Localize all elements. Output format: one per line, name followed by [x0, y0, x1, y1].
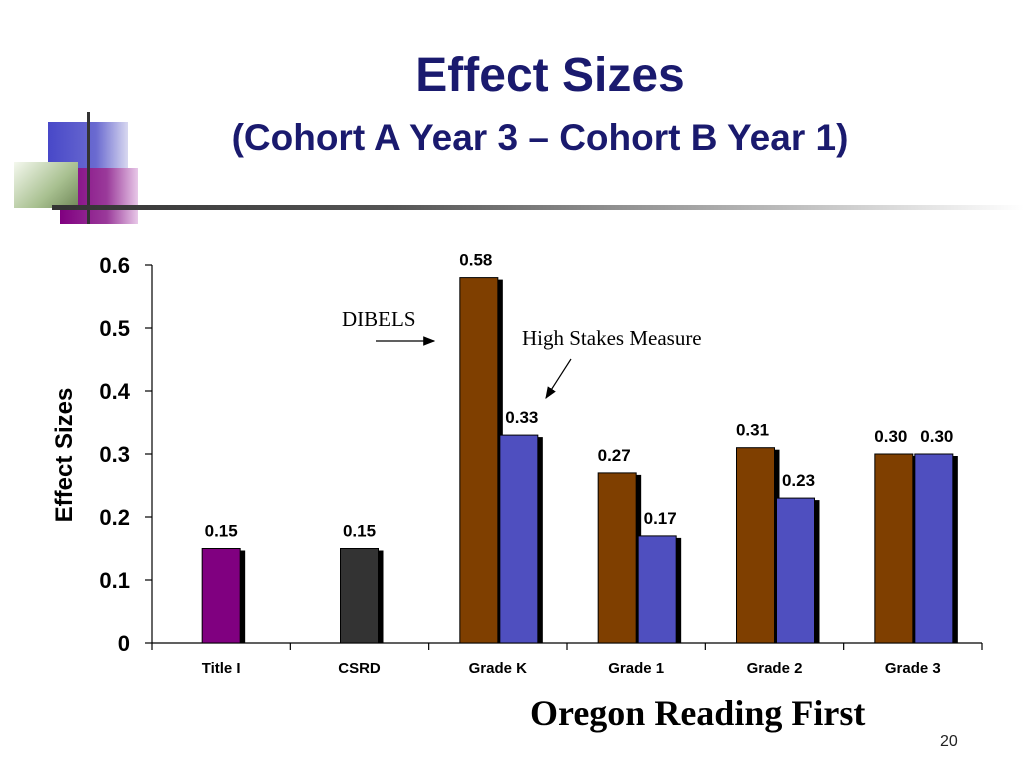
- bar-title-i: [201, 548, 241, 644]
- x-tick-label: Grade K: [469, 660, 528, 677]
- bar-high-stakes-measure-grade-k: [499, 434, 539, 644]
- y-tick-label: 0.3: [99, 442, 130, 467]
- y-tick-label: 0.6: [99, 253, 130, 278]
- y-tick-label: 0.5: [99, 316, 130, 341]
- y-axis-label: Effect Sizes: [51, 388, 78, 523]
- y-tick-label: 0.1: [99, 568, 130, 593]
- data-labels: 0.15 0.15 0.58 0.33 0.27 0.17 0.31 0.23 0.30 0.30: [205, 251, 954, 541]
- footer-title: Oregon Reading First: [530, 693, 866, 733]
- x-tick-label: Title I: [202, 660, 241, 677]
- slide-subtitle: (Cohort A Year 3 – Cohort B Year 1): [231, 117, 849, 158]
- title-underline: [52, 205, 1024, 210]
- dibels-annotation: DIBELS: [342, 307, 416, 331]
- decorative-square-green: [14, 162, 78, 208]
- y-tick-label: 0.4: [99, 379, 130, 404]
- chart-bars: [201, 277, 958, 644]
- y-tick-label: 0.2: [99, 505, 130, 530]
- bar-dibels-grade-2-label: 0.31: [736, 421, 769, 440]
- bar-dibels-grade-k: [459, 277, 499, 644]
- bar-high-stakes-measure-grade-3-label: 0.30: [920, 427, 953, 446]
- high-stakes-annotation: High Stakes Measure: [522, 326, 702, 350]
- bar-dibels-grade-k-label: 0.58: [459, 251, 492, 270]
- y-axis-ticks: 0 0.1 0.2 0.3 0.4 0.5 0.6: [99, 253, 152, 656]
- bar-csrd: [340, 548, 379, 644]
- bar-high-stakes-measure-grade-2-label: 0.23: [782, 471, 815, 490]
- high-stakes-arrow: [545, 358, 572, 400]
- x-tick-label: Grade 2: [747, 660, 803, 677]
- decorative-vertical-line: [87, 112, 90, 224]
- chart-axes: [151, 265, 982, 644]
- bar-csrd-label: 0.15: [343, 522, 376, 541]
- bar-high-stakes-measure-grade-k-label: 0.33: [505, 408, 538, 427]
- bar-dibels-grade-2: [736, 447, 775, 644]
- bar-dibels-grade-3-label: 0.30: [874, 427, 907, 446]
- bar-high-stakes-measure-grade-1: [637, 535, 677, 644]
- bar-dibels-grade-1: [597, 472, 637, 644]
- bar-high-stakes-measure-grade-2: [776, 497, 815, 644]
- bar-dibels-grade-3: [874, 453, 914, 644]
- y-tick-label: 0: [118, 631, 130, 656]
- bar-title-i-label: 0.15: [205, 522, 238, 541]
- bar-high-stakes-measure-grade-3: [914, 453, 954, 644]
- x-tick-label: Grade 3: [885, 660, 941, 677]
- bar-dibels-grade-1-label: 0.27: [598, 446, 631, 465]
- x-tick-label: CSRD: [338, 660, 381, 677]
- bar-high-stakes-measure-grade-1-label: 0.17: [644, 509, 677, 528]
- slide-title: Effect Sizes: [415, 49, 685, 102]
- x-axis-labels: Title I CSRD Grade K Grade 1 Grade 2 Grade 3: [151, 643, 983, 677]
- page-number: 20: [940, 733, 958, 750]
- x-tick-label: Grade 1: [608, 660, 664, 677]
